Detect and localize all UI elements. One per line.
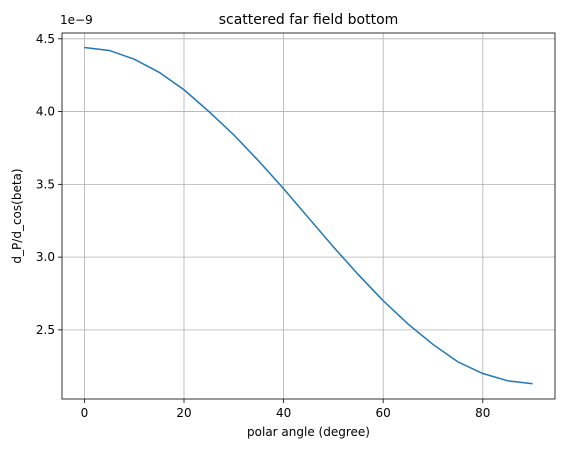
plot-frame xyxy=(61,32,556,400)
x-tick-label: 40 xyxy=(276,406,291,420)
y-axis-offset-label: 1e−9 xyxy=(60,13,93,27)
series-line xyxy=(84,46,533,385)
series-layer xyxy=(84,46,533,385)
y-tick-label: 3.5 xyxy=(36,177,55,191)
y-axis-label: d_P/d_cos(beta) xyxy=(10,168,24,263)
y-tick-label: 4.5 xyxy=(36,32,55,46)
x-tick-label: 0 xyxy=(81,406,89,420)
y-tick-label: 3.0 xyxy=(36,250,55,264)
grid-lines xyxy=(62,33,555,399)
chart-title: scattered far field bottom xyxy=(219,12,399,28)
y-tick-label: 2.5 xyxy=(36,323,55,337)
x-tick-label: 80 xyxy=(475,406,490,420)
axis-ticks: 0 20 40 60 80 2.5 3.0 3.5 4.0 4.5 xyxy=(36,32,491,420)
x-tick-label: 20 xyxy=(176,406,191,420)
x-axis-label: polar angle (degree) xyxy=(247,425,370,439)
x-tick-label: 60 xyxy=(376,406,391,420)
y-tick-label: 4.0 xyxy=(36,105,55,119)
